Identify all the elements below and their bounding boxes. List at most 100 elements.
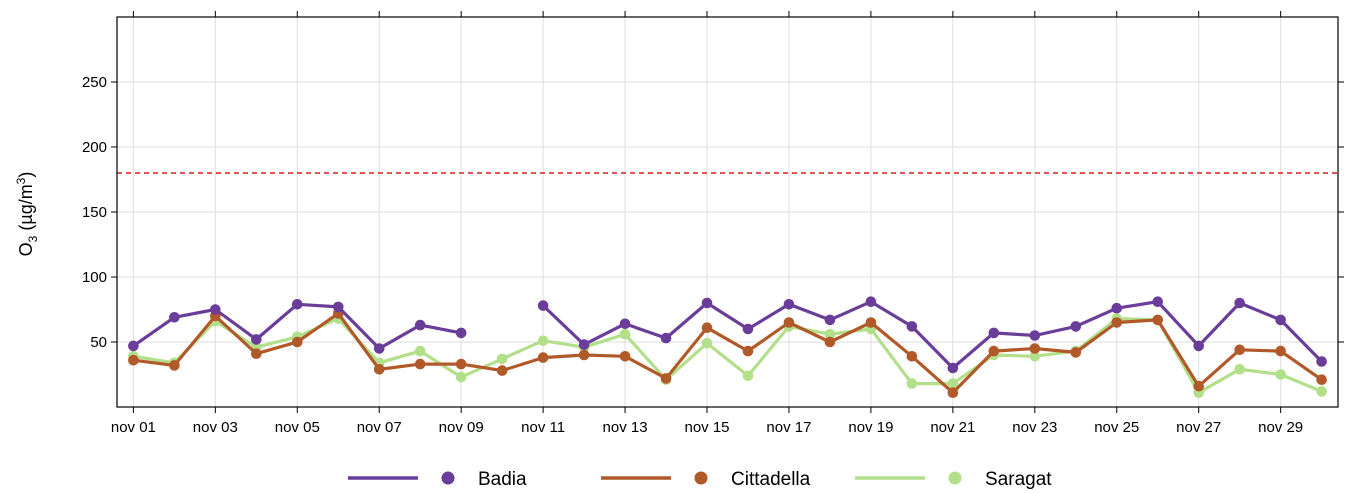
data-point-badia bbox=[1275, 314, 1286, 326]
data-point-cittadella bbox=[537, 352, 549, 363]
data-point-badia bbox=[783, 299, 795, 310]
x-tick-label: nov 13 bbox=[603, 419, 648, 436]
y-axis-title-group: O3 (µg/m3) bbox=[14, 172, 40, 257]
data-point-saragat bbox=[1234, 364, 1245, 375]
legend-item-badia: Badia bbox=[348, 469, 527, 490]
data-point-badia bbox=[988, 327, 1000, 339]
data-point-saragat bbox=[496, 353, 508, 365]
legend-swatch-point bbox=[948, 471, 962, 485]
x-tick-label: nov 07 bbox=[357, 419, 402, 436]
data-point-badia bbox=[1070, 321, 1082, 332]
x-tick-label: nov 11 bbox=[521, 419, 565, 436]
data-point-badia bbox=[1111, 302, 1123, 314]
data-point-badia bbox=[906, 321, 918, 332]
data-point-saragat bbox=[537, 335, 549, 347]
data-point-cittadella bbox=[906, 351, 918, 362]
data-point-cittadella bbox=[619, 351, 631, 362]
series-line-cittadella bbox=[131, 311, 1324, 395]
series-saragat bbox=[128, 313, 1327, 399]
x-tick-label: nov 03 bbox=[193, 419, 238, 436]
data-point-cittadella bbox=[742, 345, 754, 357]
y-axis-title-close: ) bbox=[16, 172, 36, 178]
legend-swatch-point bbox=[441, 471, 455, 485]
data-point-badia bbox=[1193, 340, 1204, 352]
legend-label: Badia bbox=[478, 469, 527, 490]
x-tick-label: nov 17 bbox=[766, 419, 811, 436]
data-point-badia bbox=[210, 304, 221, 315]
y-tick-label: 250 bbox=[82, 74, 107, 91]
data-point-saragat bbox=[619, 328, 631, 340]
data-point-cittadella bbox=[251, 348, 262, 360]
gridlines bbox=[117, 17, 1338, 407]
data-point-cittadella bbox=[1193, 380, 1204, 392]
x-tick-label: nov 09 bbox=[439, 419, 484, 436]
data-point-cittadella bbox=[291, 336, 303, 348]
data-point-cittadella bbox=[783, 317, 795, 328]
data-point-saragat bbox=[1275, 369, 1286, 380]
data-point-badia bbox=[1029, 330, 1041, 341]
data-point-cittadella bbox=[578, 349, 590, 361]
series-cittadella bbox=[128, 308, 1327, 399]
data-point-saragat bbox=[742, 370, 754, 382]
y-axis-title-base: O bbox=[16, 242, 36, 256]
y-tick-label: 50 bbox=[90, 334, 107, 351]
data-point-cittadella bbox=[1234, 344, 1245, 356]
series-line-saragat bbox=[131, 317, 1324, 395]
data-point-badia bbox=[1316, 356, 1327, 367]
data-point-cittadella bbox=[865, 317, 877, 328]
legend-item-saragat: Saragat bbox=[855, 469, 1052, 490]
data-point-badia bbox=[1234, 297, 1245, 309]
data-point-badia bbox=[414, 319, 426, 331]
data-point-badia bbox=[291, 299, 303, 310]
data-point-saragat bbox=[414, 345, 426, 357]
data-point-cittadella bbox=[701, 322, 713, 334]
data-point-saragat bbox=[1029, 351, 1041, 362]
x-tick-label: nov 25 bbox=[1094, 419, 1139, 436]
data-point-badia bbox=[373, 343, 385, 354]
data-point-saragat bbox=[906, 378, 918, 389]
x-tick-label: nov 05 bbox=[275, 419, 320, 436]
data-point-cittadella bbox=[496, 365, 508, 376]
x-tick-label: nov 23 bbox=[1012, 419, 1057, 436]
legend-label: Cittadella bbox=[731, 469, 811, 490]
data-point-cittadella bbox=[169, 360, 180, 371]
legend-item-cittadella: Cittadella bbox=[601, 469, 811, 490]
y-axis-title: O3 (µg/m3) bbox=[14, 172, 40, 257]
data-series bbox=[128, 296, 1327, 399]
x-tick-label: nov 19 bbox=[848, 419, 893, 436]
x-tick-label: nov 15 bbox=[684, 419, 729, 436]
data-point-cittadella bbox=[988, 345, 1000, 357]
data-point-badia bbox=[865, 296, 877, 308]
axes: nov 01 nov 03 nov 05 nov 07 nov 09 nov 11 nov … bbox=[82, 11, 1344, 436]
data-point-badia bbox=[947, 362, 959, 374]
data-point-badia bbox=[660, 332, 672, 344]
data-point-cittadella bbox=[455, 358, 467, 370]
data-point-badia bbox=[128, 340, 139, 352]
data-point-saragat bbox=[1316, 386, 1327, 397]
y-tick-label: 200 bbox=[82, 139, 107, 156]
data-point-cittadella bbox=[414, 358, 426, 370]
x-tick-label: nov 21 bbox=[930, 419, 975, 436]
data-point-saragat bbox=[701, 338, 713, 349]
y-axis-title-unit: (µg/m bbox=[16, 184, 36, 235]
data-point-saragat bbox=[455, 371, 467, 383]
data-point-cittadella bbox=[1029, 343, 1041, 354]
x-tick-label: nov 29 bbox=[1258, 419, 1303, 436]
data-point-cittadella bbox=[1275, 345, 1286, 357]
data-point-badia bbox=[332, 301, 344, 313]
data-point-badia bbox=[742, 323, 754, 335]
y-axis-title-sub: 3 bbox=[26, 235, 40, 242]
data-point-badia bbox=[824, 314, 836, 326]
legend-label: Saragat bbox=[985, 469, 1052, 490]
data-point-cittadella bbox=[373, 364, 385, 375]
y-tick-label: 150 bbox=[82, 204, 107, 221]
x-tick-label: nov 27 bbox=[1176, 419, 1221, 436]
data-point-cittadella bbox=[128, 354, 139, 366]
data-point-badia bbox=[619, 318, 631, 330]
legend-swatch-point bbox=[694, 471, 708, 485]
y-axis-title-sup: 3 bbox=[14, 177, 28, 184]
data-point-saragat bbox=[947, 378, 959, 389]
y-tick-label: 100 bbox=[82, 269, 107, 286]
data-point-cittadella bbox=[1070, 347, 1082, 358]
